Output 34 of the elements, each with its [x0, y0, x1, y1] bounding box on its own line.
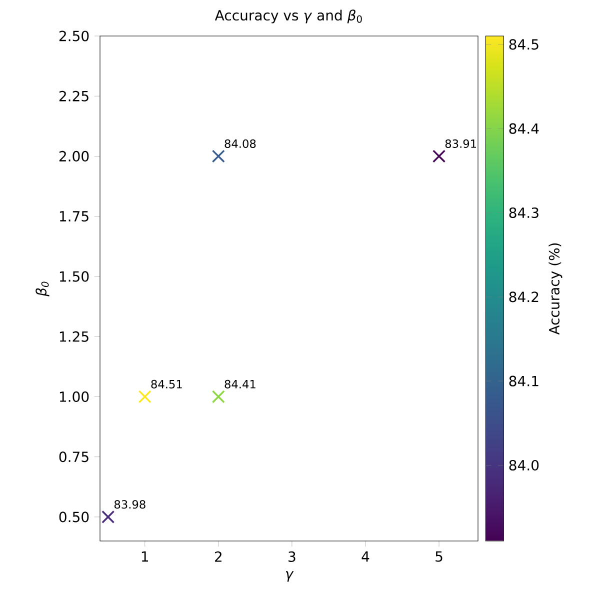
annotation: 83.98 [114, 500, 146, 509]
color-bar-label: 84.1 [509, 376, 538, 386]
x-tick-label: 1 [142, 551, 148, 562]
x-axis-title: γ [286, 571, 294, 582]
color-bar-label: 84.2 [509, 292, 538, 302]
annotation: 84.41 [224, 380, 256, 388]
color-bar-label: 84.3 [509, 207, 538, 218]
color-bar-title: Accuracy (%) [548, 243, 562, 335]
chart-title: Accuracy vs γ and β$_{0}$ [214, 10, 362, 24]
y-tick-label: 2.50 [59, 30, 89, 42]
color-bar-label: 84.4 [509, 123, 539, 134]
annotation: 83.91 [445, 139, 476, 148]
color-bar-label: 84.5 [509, 39, 538, 50]
y-tick-label: 2.00 [59, 150, 89, 162]
x-tick-label: 3 [288, 551, 296, 562]
point [138, 390, 152, 404]
x-tick-label: 2 [214, 551, 222, 562]
annotation: 84.51 [151, 380, 182, 388]
x-tick-label: 4 [362, 551, 370, 562]
color-bar-label: 84.0 [509, 460, 539, 471]
x-tick-label: 5 [436, 551, 442, 562]
y-tick-label: 1.50 [60, 271, 89, 282]
y-axis-title: β$_{0}$ [36, 282, 50, 296]
point [212, 150, 225, 163]
y-tick-label: 1.25 [60, 331, 88, 342]
y-tick-label: 0.75 [59, 452, 88, 462]
point [432, 150, 446, 163]
point [212, 390, 225, 404]
y-tick-label: 0.50 [59, 512, 89, 522]
y-tick-label: 1.75 [60, 211, 88, 222]
y-tick-label: 1.00 [60, 391, 89, 402]
point [102, 510, 115, 524]
y-tick-label: 2.25 [59, 90, 88, 102]
annotation: 84.08 [224, 139, 256, 148]
